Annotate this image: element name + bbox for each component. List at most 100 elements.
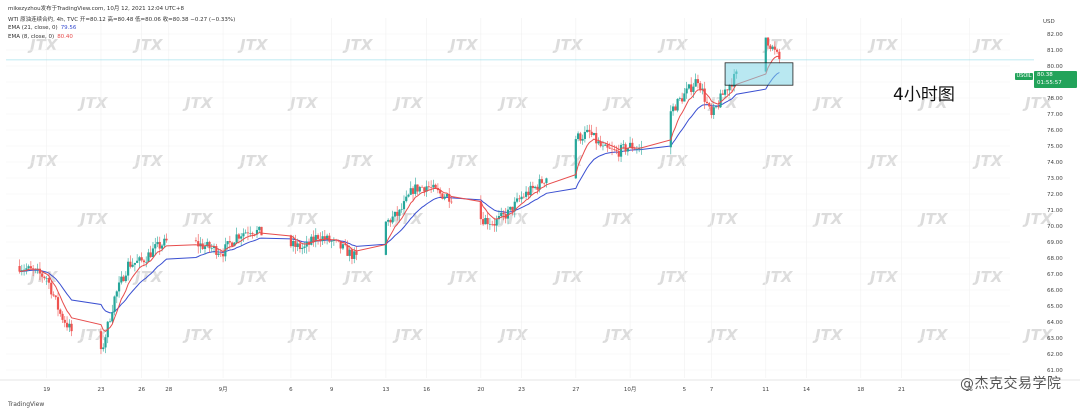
candle-body	[124, 275, 127, 282]
watermark-text: JTX	[237, 152, 269, 170]
candle-body	[540, 179, 544, 183]
y-tick-label: 72.00	[1047, 192, 1063, 198]
candle-body	[387, 219, 390, 222]
watermark-text: JTX	[657, 268, 689, 286]
y-tick-label: 65.00	[1047, 304, 1063, 310]
candle-body	[506, 209, 510, 219]
candle-body	[127, 261, 130, 276]
x-tick-label: 13	[382, 387, 389, 393]
watermark-text: JTX	[657, 152, 689, 170]
x-tick-label: 14	[803, 387, 810, 393]
candle-body	[448, 194, 451, 202]
candle-body	[215, 246, 218, 255]
candle-body	[47, 278, 51, 283]
candle-body	[676, 98, 679, 111]
candle-body	[260, 226, 263, 236]
candle-body	[348, 249, 351, 256]
candle-body	[766, 37, 770, 46]
candle-body	[764, 37, 767, 72]
candle-body	[235, 234, 238, 243]
watermark-text: JTX	[342, 268, 374, 286]
legend-ema-8-label: EMA (8, close, 0)	[8, 34, 55, 40]
candle-body	[608, 147, 611, 149]
y-tick-label: 74.00	[1047, 160, 1063, 166]
candle-body	[710, 106, 713, 115]
candle-body	[423, 187, 426, 192]
candle-body	[604, 144, 607, 146]
x-tick-label: 20	[477, 387, 484, 393]
candle-body	[38, 268, 42, 274]
candle-body	[721, 93, 724, 95]
candle-body	[626, 147, 629, 152]
candle-body	[29, 266, 32, 269]
candle-body	[491, 224, 494, 225]
candle-body	[217, 253, 220, 255]
candle-body	[534, 186, 537, 189]
candle-body	[122, 276, 125, 282]
candle-body	[50, 282, 53, 295]
candle-body	[210, 248, 213, 249]
candle-body	[486, 218, 489, 225]
candle-body	[681, 98, 684, 102]
watermark-text: JTX	[77, 94, 109, 112]
watermark-text: JTX	[287, 326, 319, 344]
y-tick-label: 78.00	[1047, 96, 1063, 102]
watermark-text: JTX	[762, 36, 794, 54]
candle-body	[545, 178, 548, 183]
candle-body	[43, 276, 46, 279]
watermark-text: JTX	[602, 326, 634, 344]
candle-body	[635, 149, 638, 150]
y-tick-label: 70.00	[1047, 224, 1063, 230]
watermark-text: JTX	[917, 210, 949, 228]
candle-body	[346, 244, 349, 256]
legend-ema-8-value: 80.40	[57, 34, 73, 40]
candle-body	[147, 252, 150, 262]
y-tick-label: 77.00	[1047, 112, 1063, 118]
watermark-text: JTX	[657, 36, 689, 54]
candle-body	[165, 238, 168, 241]
candle-body	[314, 235, 317, 242]
candle-body	[402, 201, 406, 210]
watermark-layer: JTX JTX JTX JTX JTX JTX JTX JTX JTX JTX JTX JTX JTX J…	[27, 36, 1054, 344]
x-tick-label: 26	[138, 387, 145, 393]
candle-body	[251, 233, 254, 235]
candle-body	[703, 88, 706, 102]
candle-body	[140, 257, 143, 261]
candle-body	[228, 241, 231, 243]
candle-body	[509, 206, 512, 210]
watermark-text: JTX	[287, 210, 319, 228]
candle-body	[391, 216, 394, 223]
candle-body	[194, 240, 198, 242]
candle-body	[384, 221, 387, 255]
candle-body	[443, 196, 446, 199]
candle-body	[102, 347, 105, 350]
price-tag: 80.38 01:55:57	[1034, 71, 1077, 88]
watermark-text: JTX	[392, 326, 424, 344]
candle-body	[502, 212, 505, 215]
candle-body	[154, 244, 157, 249]
x-tick-label: 21	[898, 387, 905, 393]
candle-body	[316, 235, 320, 239]
price-tag-symbol: USOIL	[1015, 73, 1033, 80]
candle-body	[298, 243, 302, 250]
y-tick-label: 68.00	[1047, 256, 1063, 262]
watermark-text: JTX	[237, 268, 269, 286]
watermark-text: JTX	[707, 210, 739, 228]
candle-body	[427, 186, 430, 188]
x-tick-label: 5	[683, 387, 687, 393]
ema-fast-layer	[19, 55, 780, 333]
candle-body	[353, 251, 356, 259]
watermark-text: JTX	[707, 326, 739, 344]
candle-body	[156, 241, 159, 245]
candle-body	[690, 84, 693, 92]
candle-body	[586, 129, 589, 132]
candle-body	[255, 229, 259, 235]
candle-body	[527, 191, 530, 196]
candle-body	[610, 148, 614, 150]
watermark-text: JTX	[867, 36, 899, 54]
candle-body	[117, 282, 121, 292]
candle-body	[350, 249, 354, 259]
candle-body	[524, 191, 528, 197]
candle-body	[151, 248, 155, 258]
